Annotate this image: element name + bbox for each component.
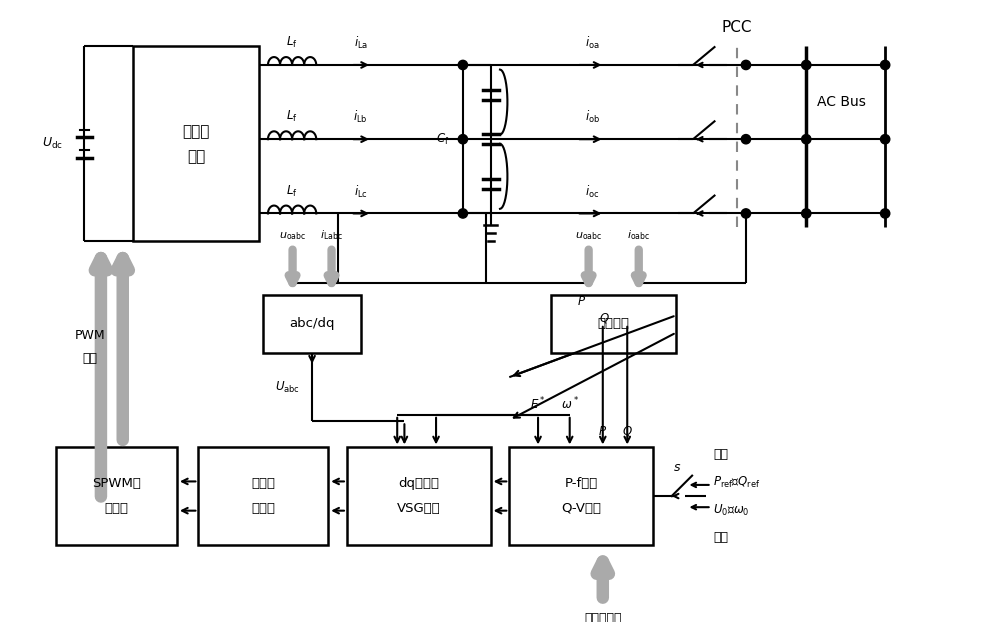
Text: $\omega^*$: $\omega^*$ bbox=[561, 396, 579, 412]
Text: $E^*$: $E^*$ bbox=[530, 396, 546, 412]
Text: $Q$: $Q$ bbox=[599, 311, 609, 325]
Text: 流内环: 流内环 bbox=[251, 502, 275, 515]
Text: $i_{\rm La}$: $i_{\rm La}$ bbox=[354, 35, 368, 51]
Text: $u_{\rm oabc}$: $u_{\rm oabc}$ bbox=[279, 230, 306, 242]
Text: $i_{\rm Lc}$: $i_{\rm Lc}$ bbox=[354, 183, 368, 200]
Circle shape bbox=[881, 209, 890, 218]
Text: PWM: PWM bbox=[75, 328, 106, 341]
Text: $i_{\rm Lb}$: $i_{\rm Lb}$ bbox=[353, 109, 368, 125]
FancyBboxPatch shape bbox=[263, 295, 361, 353]
FancyBboxPatch shape bbox=[198, 447, 328, 545]
Text: 弦调制: 弦调制 bbox=[105, 502, 129, 515]
Text: VSG方程: VSG方程 bbox=[397, 502, 441, 515]
Text: $i_{\rm Labc}$: $i_{\rm Labc}$ bbox=[320, 228, 343, 242]
Text: 微网控制器: 微网控制器 bbox=[584, 611, 622, 622]
Circle shape bbox=[802, 134, 811, 144]
Circle shape bbox=[458, 134, 468, 144]
Text: $C_{\rm f}$: $C_{\rm f}$ bbox=[436, 132, 449, 147]
Circle shape bbox=[741, 60, 751, 70]
Text: SPWM正: SPWM正 bbox=[92, 477, 141, 490]
Text: 三相逆: 三相逆 bbox=[182, 124, 210, 139]
Text: $u_{\rm oabc}$: $u_{\rm oabc}$ bbox=[575, 230, 602, 242]
FancyBboxPatch shape bbox=[133, 47, 259, 241]
Text: 电压电: 电压电 bbox=[251, 477, 275, 490]
Circle shape bbox=[458, 209, 468, 218]
Text: $s$: $s$ bbox=[673, 461, 681, 474]
Text: $P_{\rm ref}$，$Q_{\rm ref}$: $P_{\rm ref}$，$Q_{\rm ref}$ bbox=[713, 475, 761, 490]
FancyBboxPatch shape bbox=[509, 447, 653, 545]
Text: $i_{\rm ob}$: $i_{\rm ob}$ bbox=[585, 109, 600, 125]
Text: $i_{\rm oc}$: $i_{\rm oc}$ bbox=[585, 183, 600, 200]
Text: $L_{\rm f}$: $L_{\rm f}$ bbox=[286, 35, 298, 50]
Text: $U_0$，$\omega_0$: $U_0$，$\omega_0$ bbox=[713, 503, 750, 518]
Text: $P$: $P$ bbox=[577, 295, 586, 308]
Text: 变器: 变器 bbox=[187, 149, 205, 164]
Text: $U_{\rm dc}$: $U_{\rm dc}$ bbox=[42, 136, 63, 151]
Text: dq坐标系: dq坐标系 bbox=[398, 477, 439, 490]
Text: 功率计算: 功率计算 bbox=[598, 317, 630, 330]
Text: $P$: $P$ bbox=[598, 425, 607, 438]
Text: $L_{\rm f}$: $L_{\rm f}$ bbox=[286, 183, 298, 198]
FancyBboxPatch shape bbox=[551, 295, 676, 353]
Text: PCC: PCC bbox=[721, 21, 752, 35]
Text: $U_{\rm abc}$: $U_{\rm abc}$ bbox=[275, 379, 300, 394]
Circle shape bbox=[458, 60, 468, 70]
Text: AC Bus: AC Bus bbox=[817, 95, 866, 109]
Text: $i_{\rm oa}$: $i_{\rm oa}$ bbox=[585, 35, 600, 51]
Text: 并网: 并网 bbox=[713, 448, 728, 461]
Text: P-f下垂: P-f下垂 bbox=[565, 477, 598, 490]
Text: Q-V下垂: Q-V下垂 bbox=[561, 502, 601, 515]
Circle shape bbox=[881, 60, 890, 70]
Text: $i_{\rm oabc}$: $i_{\rm oabc}$ bbox=[627, 228, 650, 242]
FancyBboxPatch shape bbox=[56, 447, 177, 545]
Circle shape bbox=[741, 134, 751, 144]
Circle shape bbox=[802, 209, 811, 218]
Text: 脉冲: 脉冲 bbox=[83, 351, 98, 364]
Circle shape bbox=[741, 209, 751, 218]
Text: $L_{\rm f}$: $L_{\rm f}$ bbox=[286, 109, 298, 124]
Text: 离网: 离网 bbox=[713, 531, 728, 544]
Text: abc/dq: abc/dq bbox=[289, 317, 335, 330]
FancyBboxPatch shape bbox=[347, 447, 491, 545]
Circle shape bbox=[881, 134, 890, 144]
Text: $Q$: $Q$ bbox=[622, 424, 633, 438]
Circle shape bbox=[802, 60, 811, 70]
